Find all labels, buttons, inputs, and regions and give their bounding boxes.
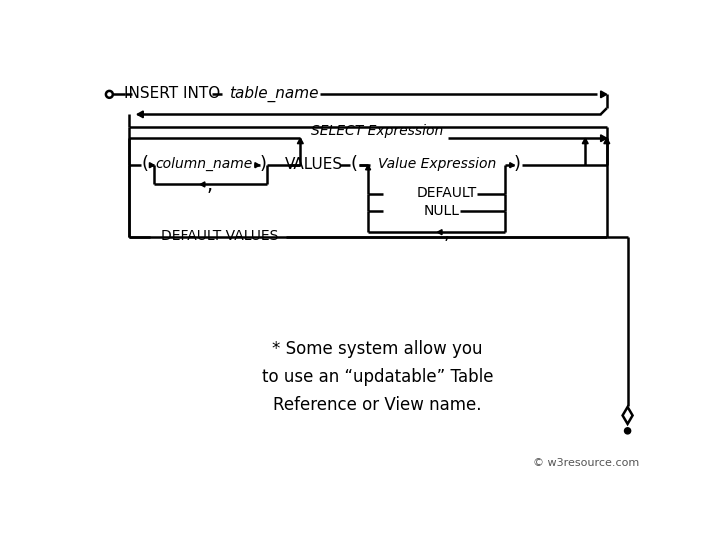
Text: © w3resource.com: © w3resource.com xyxy=(533,458,639,468)
Text: (: ( xyxy=(351,155,357,174)
Text: NULL: NULL xyxy=(423,204,459,218)
Text: ): ) xyxy=(260,155,267,174)
Text: ,: , xyxy=(207,176,212,196)
Circle shape xyxy=(624,428,631,434)
Polygon shape xyxy=(137,111,144,118)
Polygon shape xyxy=(255,162,260,168)
Polygon shape xyxy=(582,138,588,144)
Polygon shape xyxy=(510,162,515,168)
Text: INSERT INTO: INSERT INTO xyxy=(124,86,220,101)
Polygon shape xyxy=(600,135,607,142)
Polygon shape xyxy=(200,182,205,187)
Polygon shape xyxy=(149,162,154,168)
Polygon shape xyxy=(437,229,442,235)
Text: VALUES: VALUES xyxy=(285,157,343,172)
Text: Value Expression: Value Expression xyxy=(378,158,496,172)
Polygon shape xyxy=(297,138,303,144)
Text: SELECT Expression: SELECT Expression xyxy=(311,123,444,138)
Text: table_name: table_name xyxy=(228,85,318,102)
Polygon shape xyxy=(365,165,370,170)
Text: ): ) xyxy=(514,155,521,174)
Text: DEFAULT: DEFAULT xyxy=(416,186,477,200)
Text: DEFAULT VALUES: DEFAULT VALUES xyxy=(161,229,278,243)
Polygon shape xyxy=(600,91,607,98)
Polygon shape xyxy=(604,138,610,144)
Text: ,: , xyxy=(444,224,450,243)
Text: * Some system allow you
to use an “updatable” Table
Reference or View name.: * Some system allow you to use an “updat… xyxy=(262,340,493,414)
Text: (: ( xyxy=(141,155,149,174)
Text: column_name: column_name xyxy=(155,158,253,172)
